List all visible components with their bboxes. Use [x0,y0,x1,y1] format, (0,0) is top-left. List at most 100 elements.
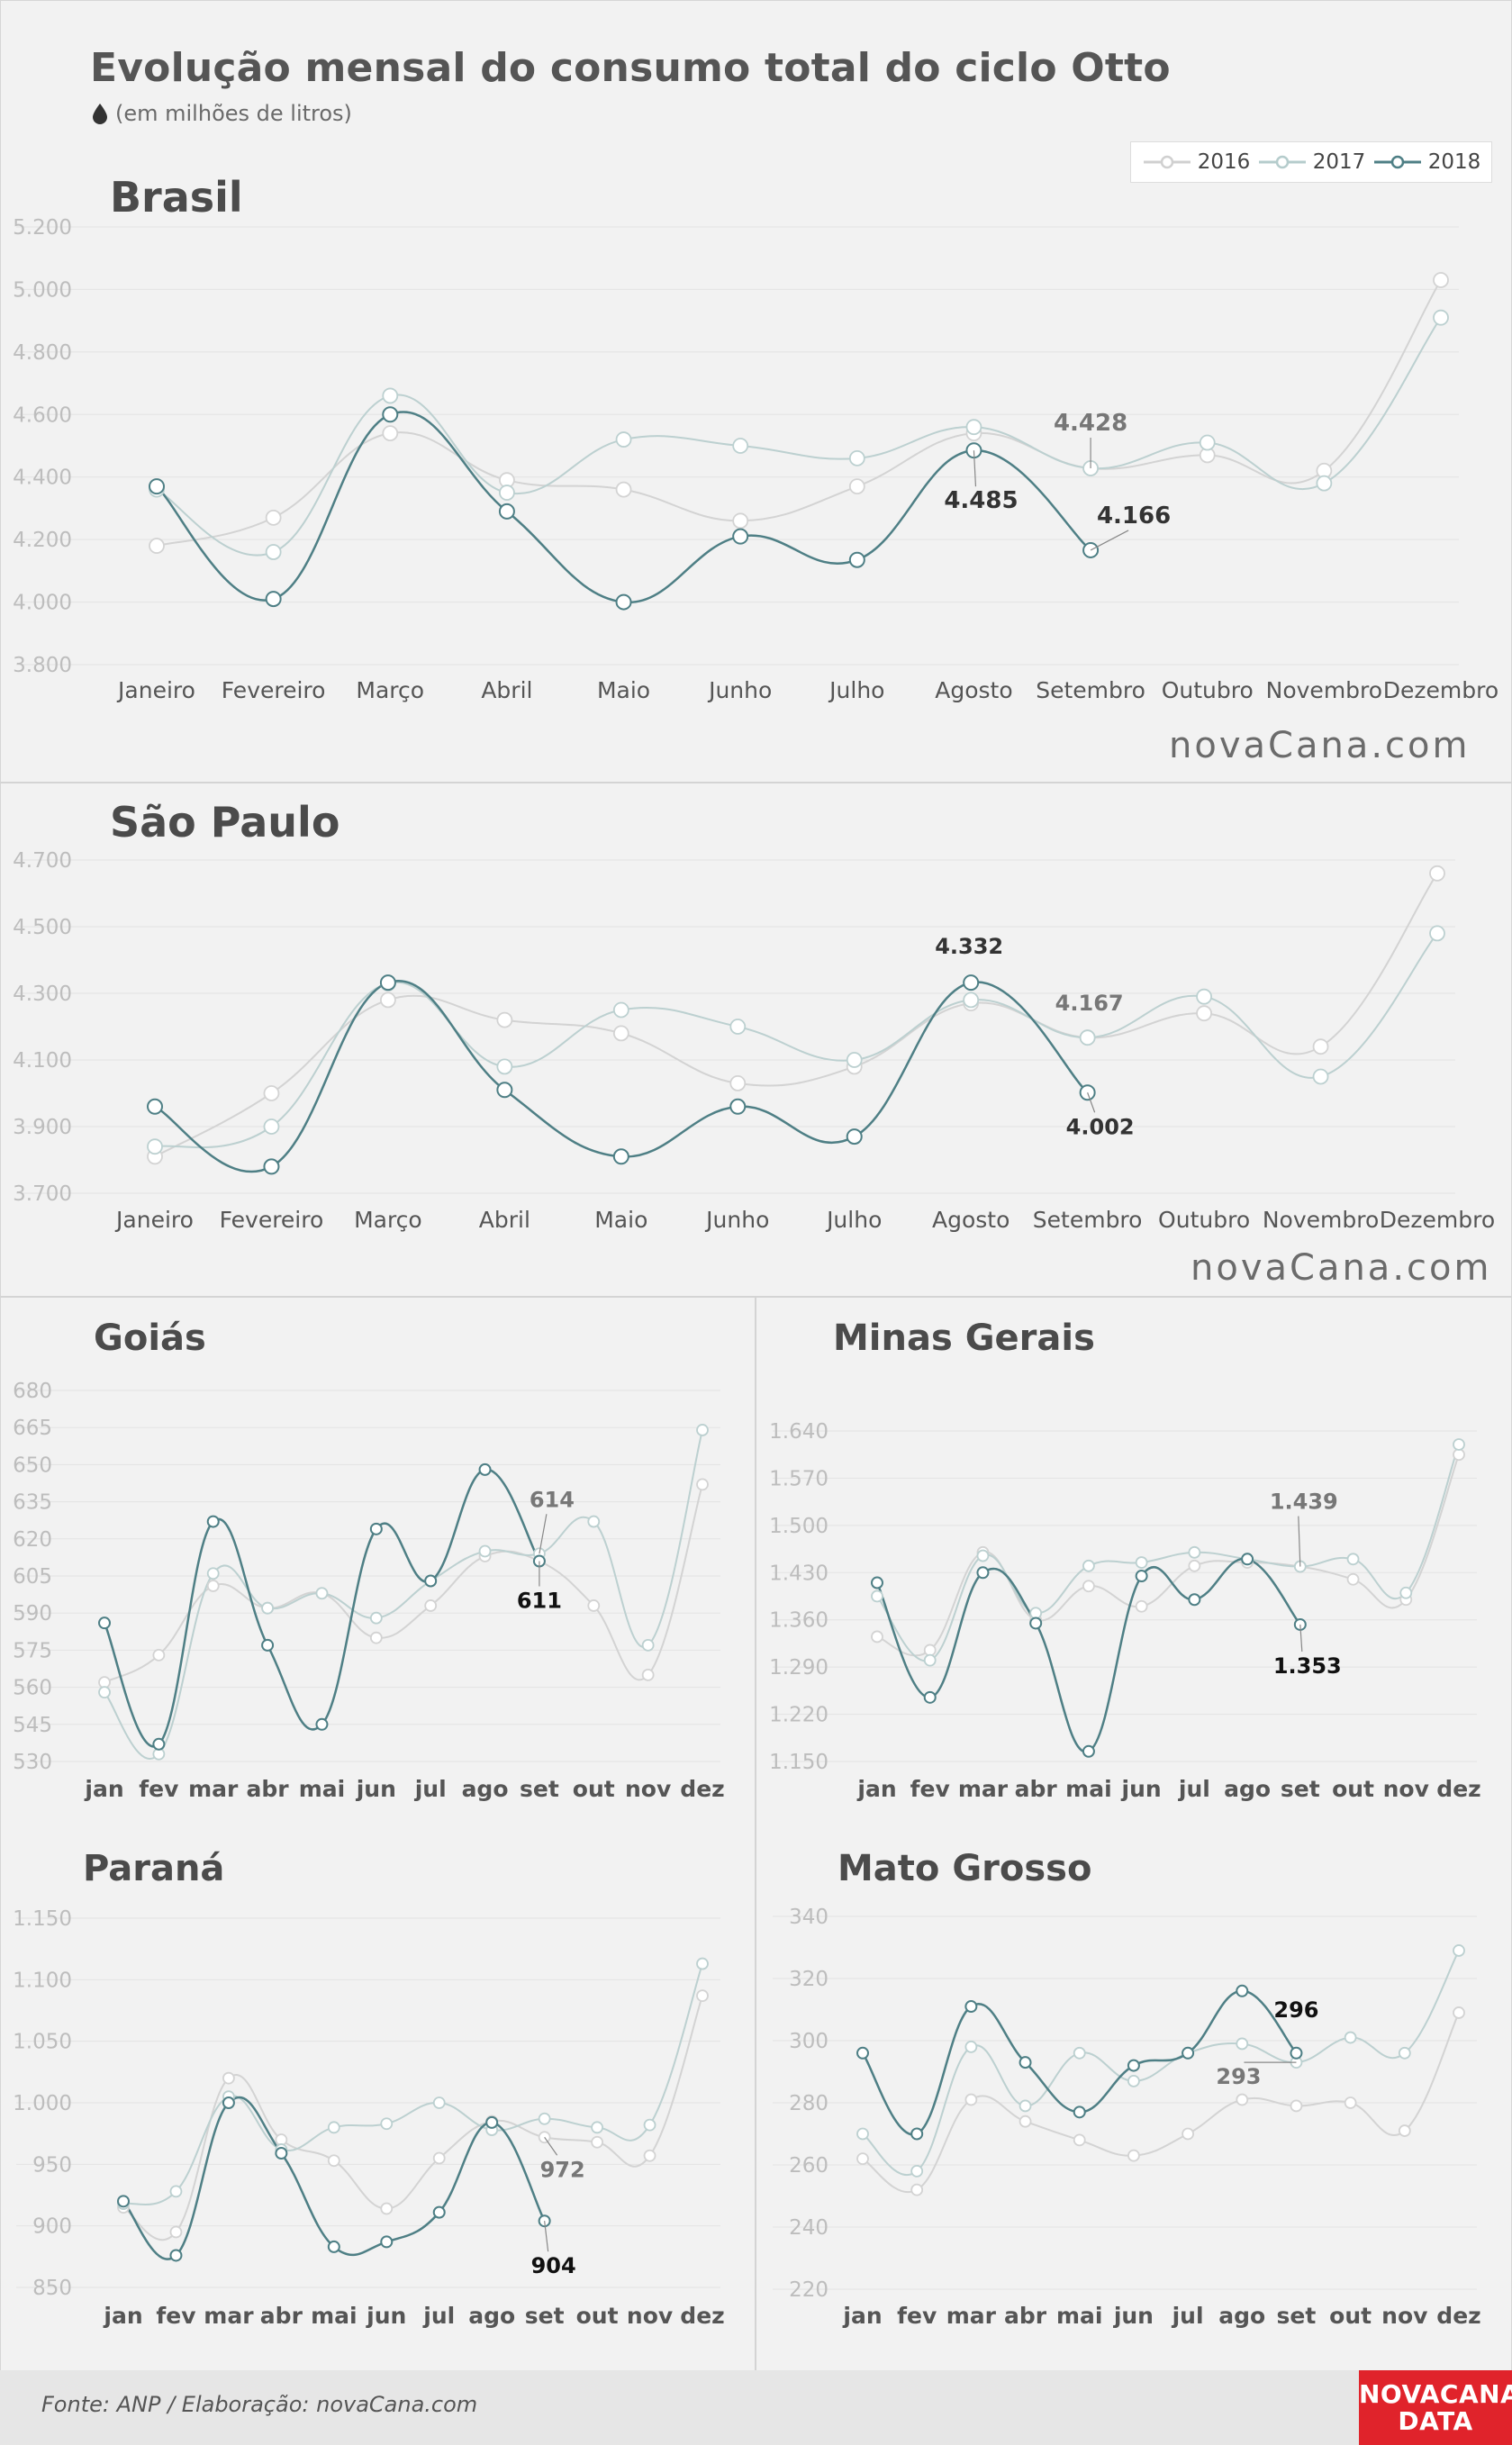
data-point-2017 [261,1601,274,1615]
x-tick-label-goias: ago [462,1776,509,1802]
data-point-2017 [265,544,282,560]
data-point-2016 [910,2183,924,2196]
data-point-2016 [152,1648,166,1662]
x-tick-label-goias: abr [247,1776,290,1802]
data-point-2017 [696,1957,709,1970]
data-point-2017 [591,2121,603,2134]
annotation-leader-parana [544,2221,549,2252]
y-tick-label-brasil: 5.200 [13,216,72,240]
data-point-2016 [1082,1580,1095,1593]
data-point-2018 [1241,1553,1254,1566]
annotation-leader-goias [539,1514,548,1554]
chart-svg-brasil: 5.200 5.000 4.800 4.600 4.400 4.200 4.000 3.800… [13,216,1498,703]
data-point-2017 [169,2185,183,2198]
data-point-2016 [380,992,396,1009]
legend-item-2017: 2017 [1257,150,1366,174]
legend-label-2016: 2016 [1197,150,1251,174]
data-point-2017 [856,2127,869,2141]
data-point-2016 [1236,2093,1249,2106]
data-point-2016 [265,509,282,526]
x-tick-label-parana: set [525,2303,565,2329]
data-point-2016 [964,2093,978,2106]
data-point-2017 [1312,1068,1329,1085]
data-point-2018 [498,503,515,520]
y-tick-label-sao-paulo: 4.300 [13,983,72,1006]
y-tick-label-goias: 620 [13,1528,52,1552]
data-point-2016 [149,538,165,554]
y-tick-label-mato-grosso: 320 [789,1968,828,1991]
chart-title-goias: Goiás [94,1318,206,1359]
data-label-parana: 972 [540,2157,585,2182]
data-point-2017 [382,387,399,404]
x-tick-label-mato-grosso: ago [1218,2303,1265,2329]
y-tick-label-goias: 605 [13,1565,52,1589]
legend-swatch-2017 [1258,155,1306,169]
y-tick-label-goias: 635 [13,1491,52,1515]
data-point-2017 [976,1549,990,1562]
x-tick-label-parana: abr [260,2303,303,2329]
subtitle-text: (em milhões de litros) [115,101,352,126]
data-point-2016 [871,1630,883,1644]
data-point-2017 [643,2118,656,2132]
chart-svg-parana: 1.150 1.100 1.050 1.000 950 900 850 jan fev mar ab… [13,1907,725,2329]
legend-label-2017: 2017 [1312,150,1366,174]
x-tick-label-minas-gerais: jul [1178,1776,1210,1802]
y-tick-label-minas-gerais: 1.150 [769,1751,828,1774]
data-point-2017 [1398,2046,1411,2060]
data-point-2018 [169,2249,183,2262]
data-point-2016 [1127,2149,1140,2162]
x-tick-label-parana: mar [204,2303,254,2329]
data-point-2016 [1346,1572,1360,1586]
data-point-2017 [538,2112,551,2125]
data-point-2017 [1073,2046,1086,2060]
data-label-parana: 904 [531,2253,576,2278]
x-tick-label-sao-paulo: Fevereiro [220,1207,324,1233]
data-point-2016 [380,2202,394,2215]
y-tick-label-minas-gerais: 1.220 [769,1704,828,1727]
data-point-2018 [222,2096,235,2109]
data-point-2018 [976,1566,990,1580]
data-point-2017 [1433,309,1449,326]
data-label-brasil: 4.166 [1097,503,1171,530]
y-tick-label-parana: 1.000 [13,2092,72,2115]
y-tick-label-minas-gerais: 1.500 [769,1515,828,1538]
x-tick-label-sao-paulo: Maio [594,1207,647,1233]
y-tick-label-goias: 530 [13,1751,52,1774]
chart-panel-brasil: Brasil 5.200 5.000 4.800 4.600 4.400 4.200 4.0… [0,144,1512,783]
y-tick-label-sao-paulo: 3.900 [13,1116,72,1139]
x-tick-label-mato-grosso: jun [1113,2303,1154,2329]
x-tick-label-brasil: Maio [597,677,650,703]
y-tick-label-brasil: 4.000 [13,592,72,615]
divider-2 [0,1296,1512,1298]
data-point-2017 [1399,1586,1413,1599]
series-line-2017 [104,1429,703,1760]
series-line-2016 [156,279,1442,548]
data-point-2016 [432,2151,446,2165]
page-subtitle: (em milhões de litros) [92,101,352,126]
data-point-2017 [1453,1944,1465,1957]
x-tick-label-goias: jan [84,1776,123,1802]
series-line-2017 [862,1950,1460,2177]
data-label-sao-paulo: 4.002 [1066,1114,1135,1139]
data-point-2018 [1127,2059,1140,2072]
y-tick-label-parana: 1.100 [13,1969,72,1992]
x-tick-label-parana: fev [156,2303,195,2329]
y-tick-label-goias: 590 [13,1602,52,1625]
data-point-2018 [846,1128,863,1146]
x-tick-label-sao-paulo: Outubro [1158,1207,1250,1233]
data-point-2018 [152,1737,166,1751]
data-point-2018 [424,1574,438,1588]
x-tick-label-goias: set [520,1776,559,1802]
data-point-2017 [923,1653,937,1667]
data-point-2016 [587,1599,601,1612]
data-point-2017 [1196,988,1212,1005]
data-point-2016 [496,1011,513,1028]
y-tick-label-parana: 900 [32,2215,72,2239]
brand-logo-line2: DATA [1398,2405,1473,2436]
data-point-2018 [380,2235,394,2249]
data-label-minas-gerais: 1.439 [1270,1490,1338,1515]
data-point-2018 [1290,2046,1303,2060]
data-label-mato-grosso: 293 [1216,2064,1261,2089]
x-tick-label-brasil: Outubro [1162,677,1254,703]
data-point-2016 [222,2071,235,2085]
